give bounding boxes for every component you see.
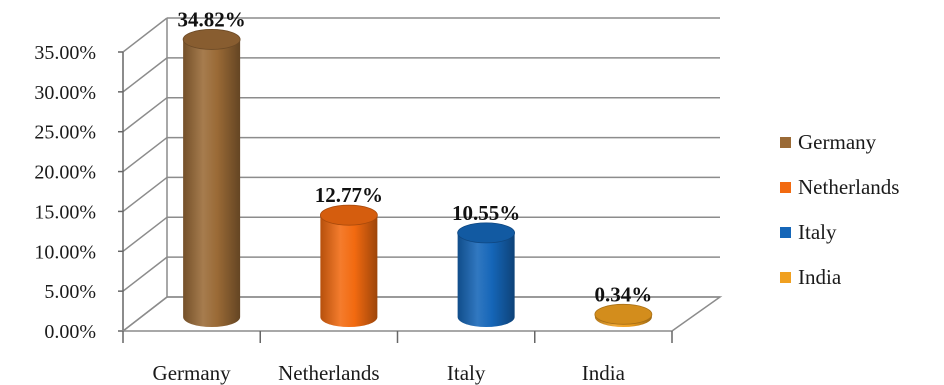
- legend-label-india: India: [798, 265, 842, 289]
- bar-germany: [183, 39, 241, 328]
- legend-label-netherlands: Netherlands: [798, 175, 900, 199]
- gridline-diagonal: [122, 97, 168, 133]
- x-tick-label-india: India: [582, 361, 626, 385]
- legend-swatch-germany: [780, 137, 791, 148]
- legend-label-germany: Germany: [798, 130, 877, 154]
- legend-swatch-india: [780, 272, 791, 283]
- gridline-diagonal: [122, 17, 168, 53]
- gridline-diagonal: [122, 57, 168, 93]
- gridline-diagonal: [122, 176, 168, 213]
- chart-floor: [120, 296, 723, 332]
- legend-swatch-italy: [780, 227, 791, 238]
- bar-cap-india: [594, 303, 653, 325]
- data-label-netherlands: 12.77%: [315, 183, 383, 207]
- bar-netherlands: [320, 215, 378, 327]
- chart-legend: Germany Netherlands Italy India: [780, 120, 899, 300]
- y-tick-label: 5.00%: [44, 281, 96, 303]
- y-tick-label: 25.00%: [34, 122, 96, 144]
- data-label-india: 0.34%: [595, 282, 653, 306]
- legend-label-italy: Italy: [798, 220, 837, 244]
- gridline-diagonal: [122, 216, 168, 252]
- legend-item-germany: Germany: [780, 120, 899, 165]
- data-label-germany: 34.82%: [178, 7, 246, 31]
- gridline-diagonal: [122, 136, 168, 173]
- y-tick-label: 10.00%: [34, 241, 96, 263]
- bar-italy: [457, 232, 515, 327]
- bar-cap-germany: [182, 29, 241, 50]
- y-tick-label: 15.00%: [34, 201, 96, 223]
- y-tick-label: 0.00%: [44, 321, 96, 343]
- bar-cap-italy: [457, 222, 516, 244]
- data-label-italy: 10.55%: [452, 201, 520, 225]
- y-tick-label: 35.00%: [34, 42, 96, 64]
- legend-item-india: India: [780, 255, 899, 300]
- legend-item-italy: Italy: [780, 210, 899, 255]
- x-tick-label-italy: Italy: [447, 361, 486, 385]
- y-tick-label: 30.00%: [34, 82, 96, 104]
- bar-cap-netherlands: [319, 204, 378, 226]
- x-tick-label-germany: Germany: [153, 361, 232, 385]
- legend-swatch-netherlands: [780, 182, 791, 193]
- x-tick-label-netherlands: Netherlands: [278, 361, 379, 385]
- gridline-diagonal: [122, 256, 168, 292]
- legend-item-netherlands: Netherlands: [780, 165, 899, 210]
- y-tick-label: 20.00%: [34, 162, 96, 184]
